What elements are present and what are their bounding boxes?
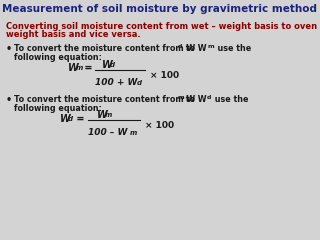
Text: To convert the moisture content from W: To convert the moisture content from W (14, 44, 195, 53)
Text: use the: use the (212, 95, 249, 104)
Text: W: W (68, 63, 79, 73)
Text: d: d (68, 116, 73, 122)
Text: =: = (73, 114, 84, 124)
Text: to W: to W (183, 44, 207, 53)
Text: to W: to W (183, 95, 207, 104)
Text: W: W (102, 60, 113, 70)
Text: m: m (130, 130, 137, 136)
Text: d: d (110, 62, 115, 68)
Text: following equation:: following equation: (14, 104, 102, 113)
Text: m: m (178, 95, 185, 100)
Text: Converting soil moisture content from wet – weight basis to oven dry-: Converting soil moisture content from we… (6, 22, 320, 31)
Text: 100 – W: 100 – W (88, 128, 127, 137)
Text: m: m (76, 65, 83, 71)
Text: m: m (105, 112, 112, 118)
Text: d: d (207, 95, 212, 100)
Text: weight basis and vice versa.: weight basis and vice versa. (6, 30, 140, 39)
Text: =: = (81, 63, 92, 73)
Text: •: • (6, 95, 12, 105)
Text: d: d (178, 44, 182, 49)
Text: m: m (207, 44, 214, 49)
Text: To convert the moisture content from W: To convert the moisture content from W (14, 95, 195, 104)
Text: 100 + W: 100 + W (95, 78, 137, 87)
Text: •: • (6, 44, 12, 54)
Text: W: W (97, 110, 108, 120)
Text: use the: use the (212, 44, 251, 53)
Text: Measurement of soil moisture by gravimetric method: Measurement of soil moisture by gravimet… (3, 4, 317, 14)
Text: W: W (60, 114, 71, 124)
Text: × 100: × 100 (145, 121, 174, 130)
Text: × 100: × 100 (150, 71, 179, 80)
Text: d: d (137, 80, 142, 86)
Text: following equation:: following equation: (14, 53, 102, 62)
